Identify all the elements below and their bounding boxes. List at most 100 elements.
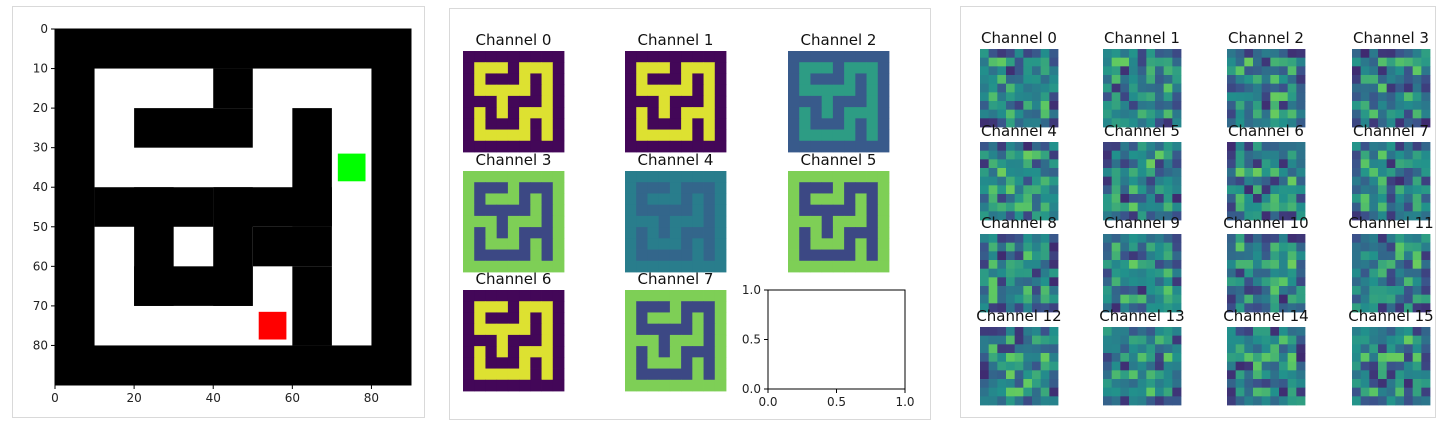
heatmap-cell (1287, 294, 1297, 304)
heatmap-cell (1155, 194, 1165, 204)
heatmap-cell (1129, 101, 1139, 111)
heatmap-cell (1369, 49, 1379, 59)
heatmap-cell (507, 51, 520, 63)
heatmap-cell (980, 168, 990, 178)
heatmap-cell (1352, 303, 1362, 313)
heatmap-cell (1235, 142, 1245, 152)
heatmap-cell (1352, 150, 1362, 160)
heatmap-cell (1253, 303, 1263, 313)
heatmap-cell (980, 202, 990, 212)
heatmap-cell (1421, 194, 1431, 204)
heatmap-cell (1395, 109, 1405, 119)
heatmap-cell (530, 84, 542, 97)
heatmap-cell (1006, 150, 1016, 160)
heatmap-cell (552, 62, 565, 74)
heatmap-cell (1163, 176, 1173, 186)
heatmap-cell (1014, 361, 1024, 371)
heatmap-cell (1120, 185, 1130, 195)
heatmap-cell (1352, 251, 1362, 261)
heatmap-cell (530, 323, 542, 336)
heatmap-cell (1287, 286, 1297, 296)
heatmap-cell (1235, 57, 1245, 67)
heatmap-cell (1395, 277, 1405, 287)
heatmap-cell (541, 260, 554, 273)
heatmap-cell (1360, 176, 1370, 186)
heatmap-cell (1287, 303, 1297, 313)
heatmap-cell (1386, 361, 1396, 371)
heatmap-cell (1235, 66, 1245, 76)
heatmap-cell (669, 62, 682, 74)
heatmap-cell (1129, 251, 1139, 261)
heatmap-cell (1352, 75, 1362, 85)
heatmap-cell (692, 379, 704, 392)
heatmap-cell (541, 379, 554, 392)
heatmap-cell (496, 107, 509, 119)
heatmap-cell (1270, 142, 1280, 152)
heatmap-cell (1023, 92, 1033, 102)
heatmap-cell (855, 129, 867, 142)
heatmap-cell (1129, 387, 1139, 397)
heatmap-cell (1412, 286, 1422, 296)
heatmap-cell (681, 73, 693, 86)
heatmap-cell (485, 171, 498, 183)
heatmap-cell (1386, 234, 1396, 244)
heatmap-cell (507, 193, 520, 206)
heatmap-cell (1395, 168, 1405, 178)
heatmap-cell (1014, 75, 1024, 85)
heatmap-cell (1261, 150, 1271, 160)
heatmap-cell (1261, 185, 1271, 195)
heatmap-cell (866, 260, 879, 273)
heatmap-cell (980, 92, 990, 102)
heatmap-cell (1032, 277, 1042, 287)
heatmap-cell (530, 51, 542, 63)
heatmap-cell (703, 249, 716, 262)
heatmap-cell (552, 346, 565, 358)
heatmap-cell (988, 211, 998, 221)
heatmap-cell (1172, 268, 1182, 278)
heatmap-cell (1111, 242, 1121, 252)
heatmap-cell (866, 204, 879, 217)
heatmap-cell (1023, 234, 1033, 244)
heatmap-cell (1244, 83, 1254, 93)
heatmap-cell (1014, 57, 1024, 67)
heatmap-cell (1287, 370, 1297, 380)
heatmap-cell (1244, 260, 1254, 270)
heatmap-cell (1412, 150, 1422, 160)
heatmap-cell (799, 84, 811, 97)
heatmap-cell (1137, 303, 1147, 313)
heatmap-cell (1386, 83, 1396, 93)
heatmap-cell (1040, 211, 1050, 221)
heatmap-cell (519, 204, 531, 217)
heatmap-cell (496, 118, 509, 130)
heatmap-cell (1049, 268, 1059, 278)
channel-title: Channel 11 (1348, 214, 1433, 232)
heatmap-cell (1155, 202, 1165, 212)
heatmap-cell (1412, 260, 1422, 270)
heatmap-cell (988, 260, 998, 270)
heatmap-cell (507, 368, 520, 381)
heatmap-cell (855, 95, 867, 108)
heatmap-cell (519, 129, 531, 142)
heatmap-cell (1155, 49, 1165, 59)
heatmap-cell (1404, 335, 1414, 345)
heatmap-cell (988, 109, 998, 119)
heatmap-cell (1120, 49, 1130, 59)
y-tick-label: 30 (33, 141, 48, 155)
heatmap-cell (1040, 344, 1050, 354)
heatmap-cell (636, 140, 648, 153)
heatmap-cell (1360, 303, 1370, 313)
heatmap-cell (1360, 150, 1370, 160)
heatmap-cell (1032, 335, 1042, 345)
heatmap-cell (1253, 268, 1263, 278)
heatmap-cell (1386, 335, 1396, 345)
heatmap-cell (1120, 176, 1130, 186)
heatmap-cell (703, 129, 716, 142)
heatmap-cell (988, 75, 998, 85)
heatmap-cell (636, 379, 648, 392)
heatmap-cell (1227, 109, 1237, 119)
heatmap-cell (1032, 109, 1042, 119)
heatmap-cell (980, 379, 990, 389)
heatmap-cell (1146, 202, 1156, 212)
heatmap-cell (1023, 344, 1033, 354)
heatmap-cell (877, 84, 890, 97)
